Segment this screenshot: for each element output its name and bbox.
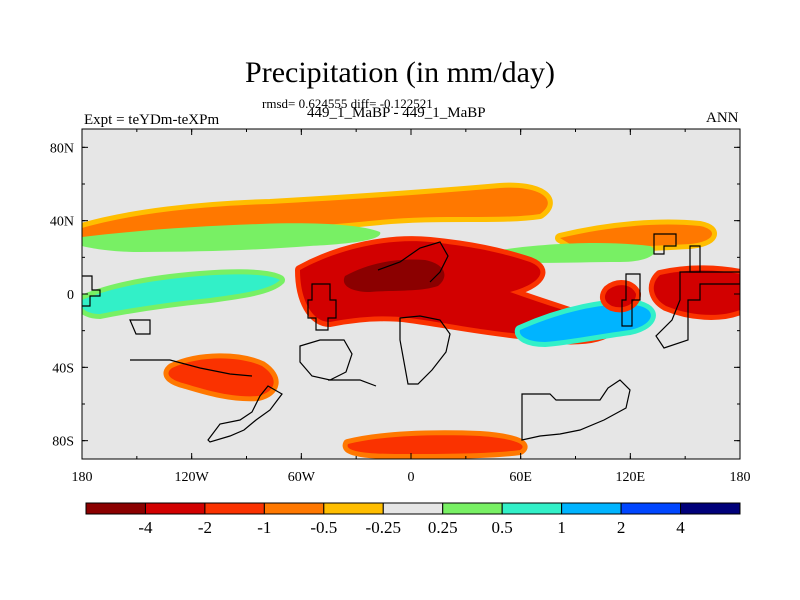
colorbar-swatch [561, 502, 622, 515]
y-tick-label: 0 [67, 288, 74, 303]
colorbar-swatch [501, 502, 563, 515]
colorbar-label: 2 [617, 518, 626, 537]
stats-line: rmsd= 0.624555 diff= -0.122521 [262, 96, 433, 111]
colorbar-swatch [204, 502, 265, 515]
colorbar-label: 0.5 [492, 518, 513, 537]
colorbar-label: 1 [557, 518, 566, 537]
colorbar-label: 4 [676, 518, 685, 537]
x-tick-label: 0 [408, 470, 415, 485]
coastline-segment [399, 315, 451, 385]
west-pacific-dry-region [604, 285, 636, 308]
coastline-segment [130, 359, 253, 377]
colorbar-label: -2 [198, 518, 212, 537]
precipitation-field [82, 129, 740, 459]
y-tick-label: 40S [52, 361, 74, 376]
west-pacific-dry-region [653, 270, 740, 315]
north-pacific-wet-band-region [500, 243, 655, 263]
experiment-label: Expt = teYDm-teXPm [84, 112, 220, 128]
colorbar-label: 0.25 [428, 518, 458, 537]
x-tick-label: 60E [509, 470, 532, 485]
coastline-segment [82, 275, 101, 307]
antarctic-coast-dry-region [347, 435, 523, 454]
equatorial-africa-core-region [343, 259, 445, 292]
coastline-outlines [82, 233, 740, 443]
colorbar-swatch [263, 502, 325, 515]
coastline-segment [377, 241, 449, 283]
coastline-segment [621, 273, 641, 327]
colorbar-swatch [85, 502, 146, 515]
colorbar-swatch [144, 502, 206, 515]
season-label: ANN [706, 110, 739, 126]
colorbar-label: -4 [138, 518, 153, 537]
x-tick-label: 180 [72, 470, 93, 485]
axis-labels: 180 120W 60W 0 60E 120E 180 80N 40N 0 40S 80S [50, 141, 751, 485]
colorbar-swatch [442, 502, 503, 515]
x-tick-label: 120E [616, 470, 646, 485]
coastline-segment [299, 339, 353, 381]
colorbar-label: -0.25 [366, 518, 401, 537]
coastline-segment [207, 385, 283, 443]
colorbar-swatch [382, 502, 444, 515]
y-tick-label: 80S [52, 435, 74, 450]
colorbar-label: -0.5 [310, 518, 337, 537]
coastline-segment [328, 379, 377, 387]
north-pacific-wet-band-region [82, 223, 381, 252]
coastline-segment [307, 283, 337, 331]
cases-line: 449_1_MaBP - 449_1_MaBP [307, 105, 486, 121]
colorbar-swatch [323, 502, 384, 515]
coastline-segment [653, 233, 677, 255]
colorbar-label: -1 [257, 518, 271, 537]
x-tick-label: 180 [730, 470, 751, 485]
coastline-segment [521, 379, 631, 441]
mid-latitude-dry-band-north-region [82, 187, 548, 238]
tropical-pacific-wet-band-region [82, 274, 280, 314]
south-pacific-dry-region [168, 358, 274, 397]
x-tick-label: 60W [288, 470, 316, 485]
axis-ticks [81, 129, 741, 459]
plot-title: Precipitation (in mm/day) [245, 56, 555, 89]
colorbar-swatch [620, 502, 682, 515]
mid-latitude-dry-band-north-region [560, 224, 713, 248]
colorbar: -4 -2 -1 -0.5 -0.25 0.25 0.5 1 2 4 [85, 502, 741, 537]
colorbar-swatch [680, 502, 741, 515]
x-tick-label: 120W [175, 470, 210, 485]
y-tick-label: 40N [50, 215, 74, 230]
indian-ocean-wet-band-region [519, 304, 651, 342]
y-tick-label: 80N [50, 141, 74, 156]
coastline-segment [655, 271, 740, 349]
coastline-segment [129, 319, 151, 335]
